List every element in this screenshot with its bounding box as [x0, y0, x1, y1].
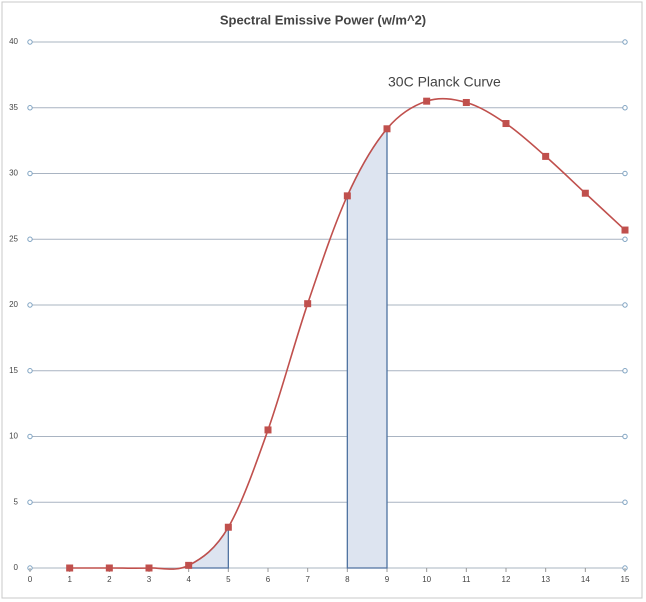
x-tick-label: 0	[28, 575, 33, 584]
y-tick-marker	[27, 105, 33, 111]
y2-tick-marker	[622, 302, 628, 308]
y-tick-label: 25	[9, 234, 18, 243]
annotation: 30C Planck Curve	[388, 74, 501, 90]
y-tick-marker	[27, 433, 33, 440]
x-tick-label: 7	[305, 575, 310, 584]
marker	[304, 300, 312, 308]
y-tick-label: 40	[9, 37, 18, 46]
y2-tick-marker	[622, 105, 628, 111]
x-tick-label: 14	[581, 575, 590, 584]
marker	[343, 192, 351, 200]
marker	[502, 120, 510, 128]
marker	[383, 125, 391, 133]
marker	[621, 226, 629, 234]
x-tick-label: 13	[541, 575, 550, 584]
y-tick-label: 35	[9, 103, 18, 112]
y2-tick-marker	[622, 368, 628, 374]
curve	[69, 97, 626, 570]
marker	[581, 189, 589, 197]
y2-tick-marker	[622, 170, 628, 177]
x-tick-label: 12	[502, 575, 511, 584]
y-tick-label: 5	[14, 497, 19, 506]
x-tick-label: 10	[422, 575, 431, 584]
y-tick-label: 0	[14, 563, 19, 572]
shaded-area	[346, 127, 388, 569]
x-tick-label: 4	[186, 575, 191, 584]
y-tick-marker	[27, 499, 33, 505]
y-tick-label: 30	[9, 169, 18, 178]
marker	[145, 564, 153, 572]
x-tick-label: 3	[147, 575, 152, 584]
y2-tick-marker	[622, 236, 628, 242]
marker	[185, 561, 193, 569]
x-tick-label: 1	[67, 575, 72, 584]
y-tick-marker	[27, 170, 33, 177]
x-tick-label: 8	[345, 575, 350, 584]
marker	[66, 564, 74, 572]
y-tick-marker	[27, 302, 33, 308]
x-tick-label: 5	[226, 575, 231, 584]
x-tick-label: 11	[462, 575, 471, 584]
y2-tick-marker	[622, 39, 628, 45]
chart-title: Spectral Emissive Power (w/m^2)	[220, 12, 426, 27]
marker	[264, 426, 272, 434]
x-tick-label: 9	[385, 575, 390, 584]
y-tick-marker	[27, 236, 33, 242]
x-tick-label: 6	[266, 575, 271, 584]
x-tick-label: 2	[107, 575, 112, 584]
y2-tick-marker	[622, 499, 628, 505]
y-tick-marker	[27, 39, 33, 45]
marker	[542, 152, 550, 160]
marker	[224, 523, 232, 531]
y-tick-label: 15	[9, 366, 18, 375]
marker	[423, 97, 431, 105]
y-tick-marker	[27, 368, 33, 374]
y2-tick-marker	[622, 433, 628, 440]
marker	[462, 98, 470, 106]
x-tick-label: 15	[621, 575, 630, 584]
y-tick-label: 20	[9, 300, 18, 309]
y-tick-label: 10	[9, 432, 18, 441]
marker	[105, 564, 113, 572]
